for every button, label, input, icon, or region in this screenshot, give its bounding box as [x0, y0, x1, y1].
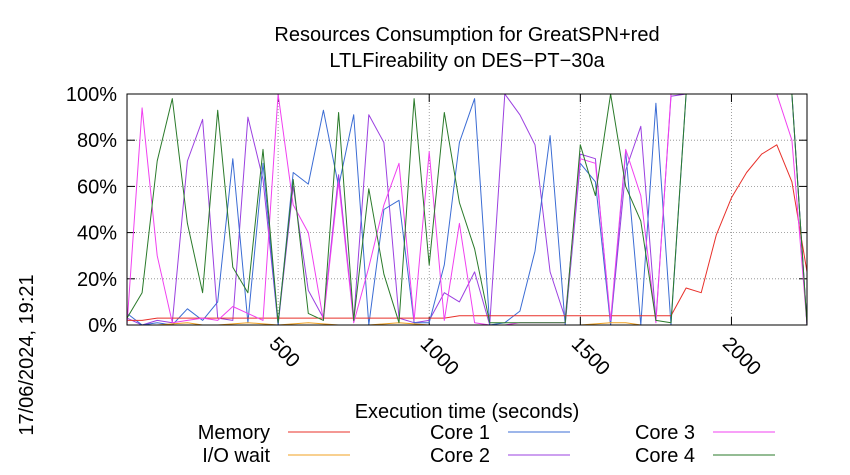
x-tick-label: 1500: [567, 333, 614, 380]
series-line-memory: [127, 144, 808, 321]
legend-label-memory: Memory: [198, 422, 270, 444]
legend-label-core-2: Core 2: [430, 445, 490, 467]
x-tick-label: 1000: [416, 333, 463, 380]
y-tick-label: 0%: [88, 315, 117, 337]
x-tick-label: 2000: [718, 333, 765, 380]
x-axis-label: Execution time (seconds): [355, 401, 580, 423]
y-tick-label: 40%: [77, 223, 117, 245]
legend-label-core-4: Core 4: [635, 445, 695, 467]
chart-title: Resources Consumption for GreatSPN+red: [274, 24, 659, 46]
y-tick-marks: [127, 93, 807, 326]
legend-label-i-o-wait: I/O wait: [202, 445, 270, 467]
series-line-core-2: [126, 93, 808, 326]
plot-frame: [126, 93, 808, 326]
y-tick-label: 60%: [77, 176, 117, 198]
chart-subtitle: LTLFireability on DES−PT−30a: [329, 50, 605, 72]
y-tick-labels: 0% 20% 40% 60% 80% 100%: [66, 84, 117, 337]
series-line-core-3: [126, 93, 808, 326]
y-tick-label: 80%: [77, 130, 117, 152]
series-lines: [126, 93, 808, 326]
x-tick-labels: 500 1000 1500 2000: [265, 333, 765, 380]
legend-label-core-1: Core 1: [430, 422, 490, 444]
series-line-core-4: [126, 93, 808, 326]
series-line-core-1: [126, 93, 808, 326]
y-tick-label: 20%: [77, 269, 117, 291]
y-tick-label: 100%: [66, 84, 117, 106]
x-tick-label: 500: [265, 333, 304, 372]
timestamp-label: 17/06/2024, 19:21: [16, 274, 38, 435]
grid-lines: [127, 94, 807, 325]
legend-label-core-3: Core 3: [635, 422, 695, 444]
